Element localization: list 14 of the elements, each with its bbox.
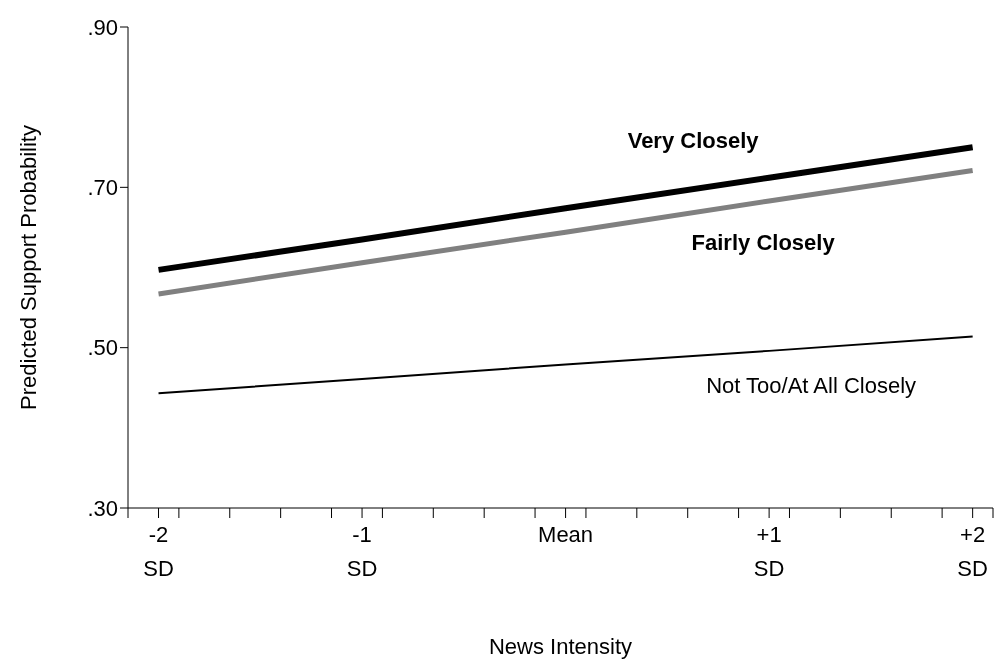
x-tick-label: +1 SD: [753, 522, 785, 581]
x-tick-label: -1 SD: [346, 522, 378, 581]
x-tick-label: +2 SD: [957, 522, 988, 581]
series-label: Fairly Closely: [691, 229, 836, 255]
x-tick-label: Mean: [538, 522, 594, 547]
y-tick-label: .70: [87, 175, 118, 201]
series-label: Not Too/At All Closely: [706, 372, 917, 398]
x-axis-title: News Intensity: [488, 634, 633, 659]
y-tick-label: .90: [87, 14, 118, 40]
y-axis-title: Predicted Support Probability: [15, 125, 41, 410]
y-tick-label: .30: [87, 495, 118, 521]
x-tick-label: -2 SD: [143, 522, 174, 581]
y-tick-label: .50: [87, 335, 118, 361]
series-label: Very Closely: [627, 127, 760, 153]
